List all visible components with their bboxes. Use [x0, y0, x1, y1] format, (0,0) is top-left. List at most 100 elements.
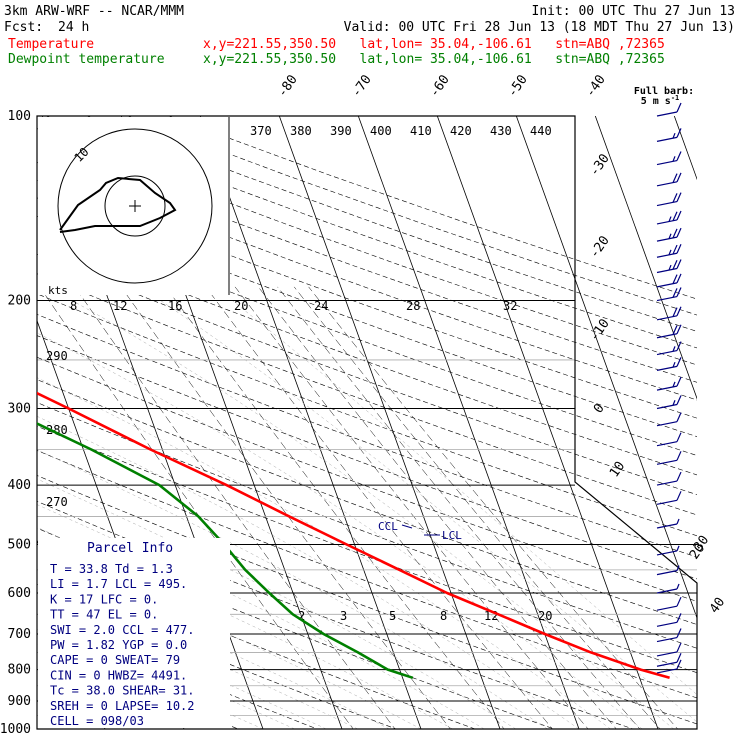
wind-barb [656, 357, 682, 371]
wind-barb [656, 287, 682, 302]
dry-adiabat [37, 379, 697, 625]
lcl-label: LCL [442, 529, 462, 542]
wind-barb [656, 341, 682, 356]
wind-barb [656, 273, 682, 288]
mixing-ratio-line [277, 286, 641, 729]
theta-label-left: 290 [46, 349, 68, 363]
dry-adiabat [37, 273, 697, 516]
dry-adiabat [37, 162, 697, 401]
dry-adiabat [37, 402, 697, 649]
wind-barb [656, 306, 682, 321]
isotherm-label: 10 [607, 459, 628, 480]
dry-adiabat [37, 197, 697, 437]
mixing-ratio-line [258, 286, 617, 729]
dry-adiabat [37, 335, 697, 580]
wind-barb [656, 653, 682, 667]
mixing-ratio-label: 32 [503, 299, 517, 313]
dry-adiabat [37, 425, 697, 674]
theta-label: 370 [250, 124, 272, 138]
isotherm-line [199, 116, 422, 729]
pressure-tick-label: 600 [8, 586, 31, 601]
isotherm-label: -50 [505, 72, 531, 100]
mixing-ratio-label-lower: 8 [440, 609, 447, 623]
isotherm-label: 0 [591, 401, 608, 416]
wind-barb [656, 227, 682, 242]
init-time: Init: 00 UTC Thu 27 Jun 13 [532, 4, 736, 19]
model-title: 3km ARW-WRF -- NCAR/MMM [4, 4, 184, 19]
wind-barb [656, 128, 682, 142]
mixing-ratio-label-lower: 20 [538, 609, 552, 623]
wind-barb [656, 545, 680, 556]
parcel-info-panel: Parcel Info T = 33.8 Td = 1.3LI = 1.7 LC… [38, 538, 230, 728]
mixing-ratio-label: 12 [113, 299, 127, 313]
isotherm-line [673, 116, 697, 181]
moist-adiabat [37, 599, 327, 729]
mixing-ratio-label-lower: 2 [298, 609, 305, 623]
mixing-ratio-line [120, 286, 451, 729]
parcel-row: SWI = 2.0 CCL = 477. [50, 623, 195, 637]
isotherm-label: 40 [707, 595, 728, 616]
hodograph-trace [59, 176, 177, 233]
wind-key-units: 5 m s-1 [641, 94, 680, 107]
wind-barb [656, 518, 680, 529]
wind-barb [656, 565, 680, 576]
plot-frame [36, 115, 698, 730]
theta-label: 390 [330, 124, 352, 138]
forecast-hour: 24 h [58, 20, 89, 35]
parcel-row: CELL = 098/03 [50, 714, 144, 728]
wind-barb [656, 324, 682, 339]
mixing-ratio-label: 8 [70, 299, 77, 313]
pressure-tick-label: 800 [8, 663, 31, 678]
wind-barb [656, 244, 682, 258]
theta-label: 380 [290, 124, 312, 138]
hodograph: 10 kts [38, 117, 230, 297]
isotherm-line [278, 116, 501, 729]
mixing-ratio-line [39, 286, 354, 729]
parcel-row: TT = 47 EL = 0. [50, 608, 158, 622]
theta-label: 420 [450, 124, 472, 138]
isotherm-label: -70 [349, 72, 375, 100]
parcel-panel-bg [38, 538, 230, 728]
mixing-ratio-line [234, 286, 589, 729]
temperature-profile [37, 391, 670, 680]
mixing-ratio-label: 16 [168, 299, 182, 313]
isotherm-label: 20 [687, 541, 708, 562]
theta-label-left: 270 [46, 495, 68, 509]
isotherm-line [0, 116, 31, 740]
isotherm-line [515, 116, 697, 620]
hodograph-outer-ring [57, 128, 213, 284]
pressure-tick-label: 300 [8, 401, 31, 416]
parcel-row: T = 33.8 Td = 1.3 [50, 562, 173, 576]
isotherm-label: 30 [691, 533, 712, 554]
pressure-tick-label: 900 [8, 694, 31, 709]
ccl-marker: CCL [378, 520, 413, 533]
isotherm-label: -10 [587, 316, 613, 344]
moist-adiabat [37, 478, 516, 729]
wind-barb [656, 172, 682, 187]
isotherm-label: -20 [587, 233, 613, 261]
isotherm-line [357, 116, 580, 729]
mixing-ratio-line [308, 286, 679, 729]
wind-barb [656, 659, 682, 674]
dry-adiabat [37, 314, 697, 558]
parcel-row: CIN = 0 HWBZ= 4491. [50, 668, 187, 682]
isotherm-label: -40 [583, 72, 609, 100]
dry-adiabat [168, 116, 697, 300]
hodograph-inner-ring [104, 175, 166, 237]
wind-barb [656, 432, 682, 447]
wind-barb [656, 642, 682, 657]
mixing-ratio-label: 24 [314, 299, 328, 313]
isotherm-line [436, 116, 659, 729]
dewpoint-station-info: x,y=221.55,350.50 lat,lon= 35.04,-106.61… [203, 52, 665, 67]
wind-barb [656, 491, 682, 505]
wind-barb [656, 583, 680, 594]
mixing-ratio-line [294, 286, 661, 729]
valid-time: Valid: 00 UTC Fri 28 Jun 13 (18 MDT Thu … [344, 20, 735, 35]
wind-key-title: Full barb: [634, 86, 694, 97]
mixing-ratio-line [205, 286, 553, 729]
wind-barb [656, 151, 682, 166]
wind-barb [656, 395, 682, 410]
parcel-row: Tc = 38.0 SHEAR= 31. [50, 684, 195, 698]
pressure-tick-label: 200 [8, 294, 31, 309]
